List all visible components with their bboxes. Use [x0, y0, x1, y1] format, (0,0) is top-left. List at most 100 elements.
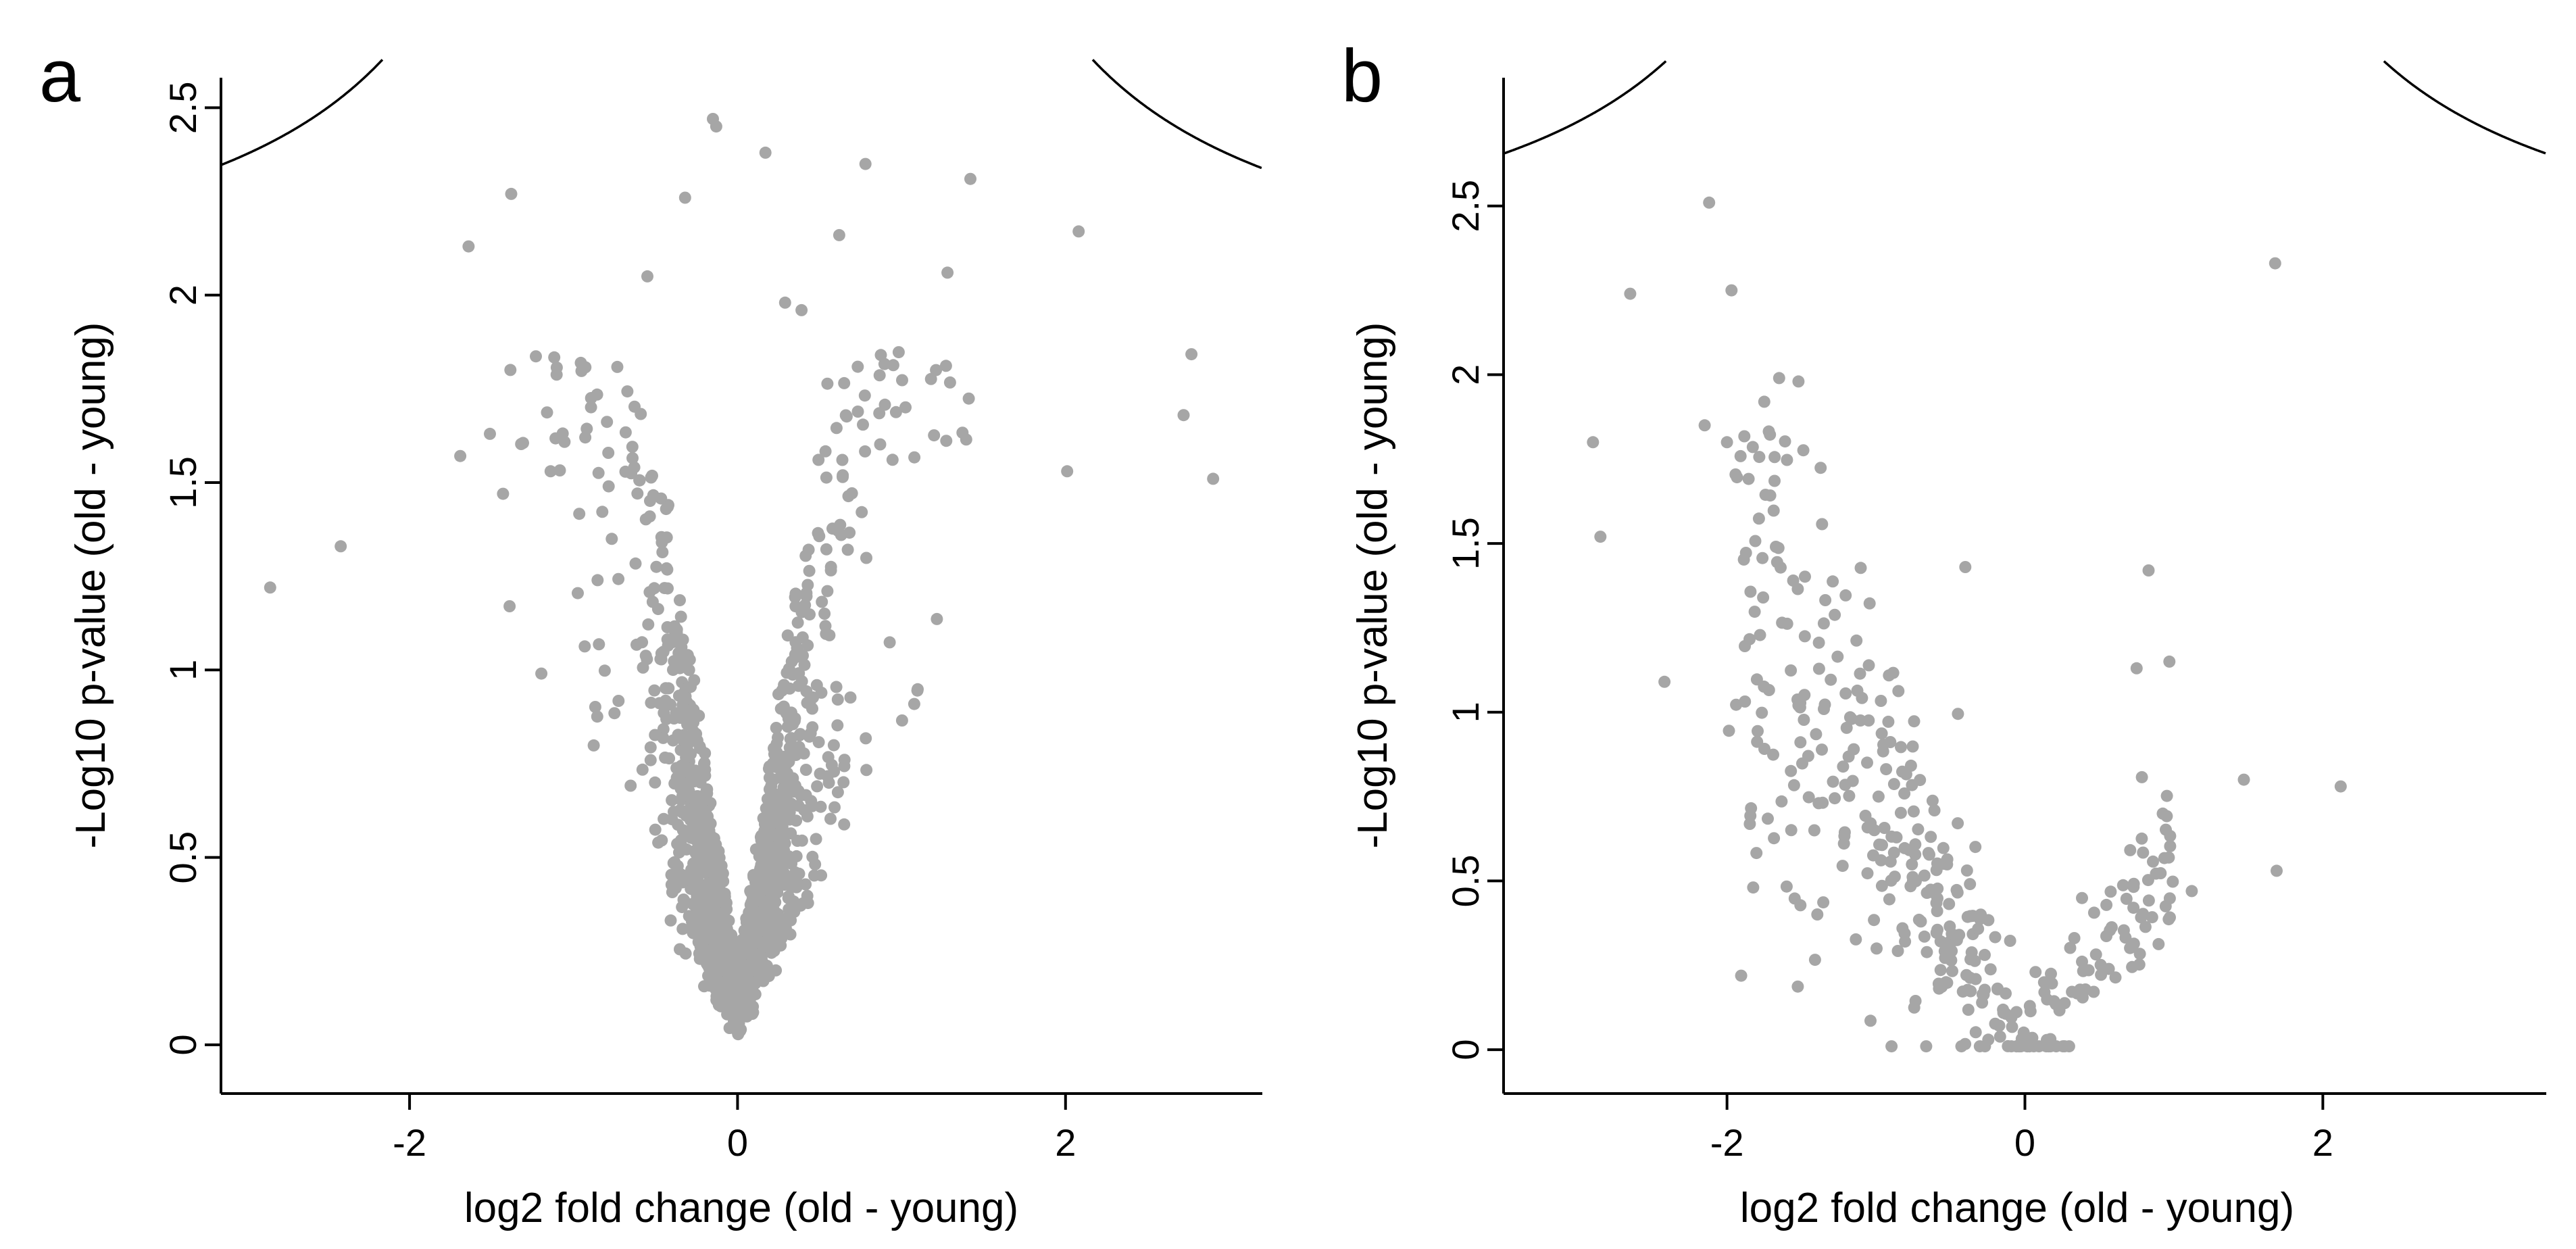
panel-b-point: [1808, 824, 1820, 837]
panel-b-point: [1762, 684, 1775, 696]
panel-a-point: [676, 923, 689, 935]
panel-b-point: [1739, 640, 1751, 652]
panel-a-point: [831, 719, 844, 732]
panel-a-point: [579, 431, 592, 444]
panel-b-point: [2141, 874, 2154, 887]
panel-a-point: [810, 833, 822, 846]
panel-a-point: [943, 376, 956, 389]
panel-b-point: [2044, 1040, 2057, 1053]
panel-a-point: [820, 627, 833, 640]
panel-a-point: [837, 776, 850, 789]
panel-b-point: [2104, 885, 2117, 898]
panel-a-point: [895, 714, 908, 727]
panel-a-point: [801, 579, 814, 591]
panel-a-point: [685, 748, 697, 760]
panel-b-point: [1764, 489, 1777, 502]
panel-a-label: a: [39, 34, 81, 118]
panel-b-point: [1862, 659, 1875, 672]
panel-b-point: [1753, 451, 1766, 464]
panel-a-point: [650, 560, 663, 573]
panel-b-point: [1799, 570, 1811, 583]
panel-b-point: [1817, 617, 1830, 630]
panel-a-point: [699, 804, 712, 817]
panel-b-point: [2124, 843, 2137, 856]
panel-a-point: [657, 723, 670, 735]
panel-b-point: [2163, 655, 2176, 668]
panel-b-point: [1909, 995, 1922, 1007]
panel-a-point: [591, 710, 603, 723]
panel-b-point: [1979, 983, 1991, 996]
panel-a-point: [896, 374, 908, 387]
panel-a-point: [624, 779, 637, 792]
panel-b-y-tick-label: 1: [1444, 702, 1487, 723]
panel-b-point: [1838, 830, 1851, 843]
panel-a-point: [655, 531, 668, 543]
panel-a-point: [812, 454, 825, 466]
panel-a-point: [612, 695, 625, 707]
panel-a-point: [661, 563, 674, 576]
panel-a-point: [837, 469, 849, 482]
panel-b-point: [1887, 666, 1900, 679]
panel-b-point: [1798, 714, 1810, 726]
panel-a-point: [677, 758, 690, 771]
panel-a-point: [626, 451, 639, 464]
panel-b-point: [2269, 257, 2281, 270]
panel-a-point: [778, 844, 791, 857]
panel-a-point: [828, 801, 841, 814]
panel-b-point: [1752, 725, 1764, 737]
panel-b-point: [1781, 454, 1793, 466]
panel-a-point: [639, 513, 652, 526]
panel-b-point: [1875, 727, 1888, 740]
panel-b-point: [1734, 449, 1747, 462]
panel-b-point: [2120, 892, 2133, 905]
panel-a-point: [656, 546, 669, 558]
panel-a-point: [633, 474, 646, 487]
panel-b-point: [1829, 608, 1841, 621]
panel-b-point: [1775, 795, 1788, 808]
panel-b-y-axis-title: -Log10 p-value (old - young): [1349, 322, 1396, 849]
panel-a-point: [648, 684, 661, 697]
panel-b-point: [1851, 684, 1864, 697]
panel-a-point: [908, 451, 921, 464]
panel-b-point: [1972, 923, 1985, 935]
panel-a-point: [770, 964, 783, 977]
panel-a-point: [827, 739, 840, 752]
panel-a-point: [573, 508, 586, 520]
panel-b-point: [1812, 636, 1825, 649]
panel-b-point: [1984, 963, 1997, 976]
panel-b-point: [1934, 964, 1947, 977]
panel-b-point: [2152, 937, 2165, 950]
panel-a-x-tick-label: 0: [727, 1121, 748, 1164]
panel-a-point: [678, 191, 691, 204]
panel-a-point: [710, 994, 723, 1006]
panel-a-point: [798, 658, 811, 671]
panel-b-point: [2127, 902, 2140, 914]
panel-b-point: [1864, 1014, 1877, 1027]
panel-b-point: [1812, 797, 1825, 810]
panel-b-point: [1976, 996, 1989, 1009]
panel-b-points: [1587, 196, 2347, 1053]
panel-a-point: [791, 641, 803, 654]
panel-a-point: [859, 445, 872, 458]
panel-a-point: [631, 487, 644, 500]
panel-a-threshold-right: [1091, 59, 1262, 170]
panel-a-point: [794, 728, 807, 741]
panel-b-point: [1827, 775, 1839, 788]
panel-a-y-tick-label: 2.5: [162, 81, 204, 134]
panel-a-point: [836, 454, 849, 466]
panel-b-point: [1969, 841, 1982, 854]
panel-b-point: [1861, 756, 1873, 769]
panel-a-point: [585, 401, 597, 414]
panel-a-point: [788, 785, 801, 798]
panel-a-point: [548, 351, 561, 364]
panel-b-point: [2137, 846, 2150, 859]
panel-b-point: [1964, 878, 1977, 891]
panel-a-point: [730, 989, 743, 1002]
panel-a-point: [558, 435, 571, 448]
panel-b-threshold-left: [1504, 60, 1667, 155]
panel-b-point: [2068, 932, 2081, 944]
panel-a-point: [824, 812, 837, 825]
panel-b-point: [1959, 561, 1972, 573]
panel-a-y-tick-label: 0.5: [162, 831, 204, 884]
